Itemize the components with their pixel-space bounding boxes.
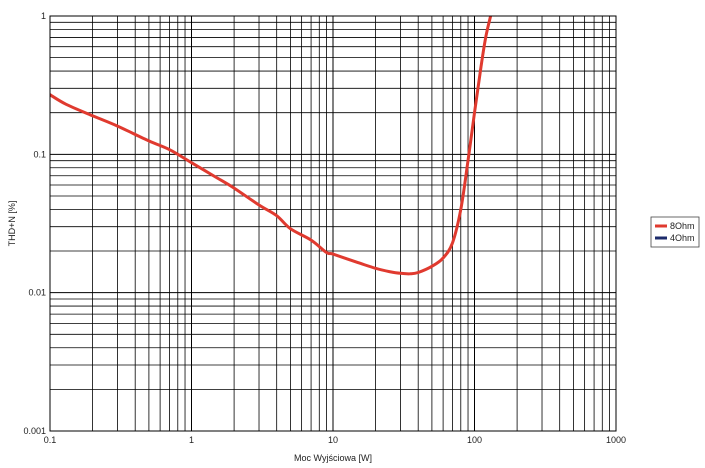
x-tick-label: 0.1 <box>44 435 57 445</box>
x-tick-label: 1000 <box>606 435 626 445</box>
tick-labels: 0.1 1 10 100 1000 1 0.1 0.01 0.001 <box>23 11 626 445</box>
y-tick-label: 1 <box>41 11 46 21</box>
grid <box>49 16 616 432</box>
legend-label: 4Ohm <box>670 233 695 243</box>
x-tick-label: 1 <box>189 435 194 445</box>
y-tick-label: 0.1 <box>33 149 46 159</box>
y-axis-label: THD+N [%] <box>7 201 17 247</box>
plot-border <box>49 15 617 432</box>
x-axis-label: Moc Wyjściowa [W] <box>294 453 372 463</box>
legend-box <box>650 216 700 248</box>
legend: 8Ohm 4Ohm <box>650 216 700 248</box>
legend-label: 8Ohm <box>670 221 695 231</box>
x-tick-label: 100 <box>467 435 482 445</box>
y-tick-label: 0.01 <box>28 288 46 298</box>
x-tick-label: 10 <box>328 435 338 445</box>
series-line-8ohm <box>50 16 493 276</box>
series-layer <box>50 16 493 276</box>
y-tick-label: 0.001 <box>23 426 46 436</box>
